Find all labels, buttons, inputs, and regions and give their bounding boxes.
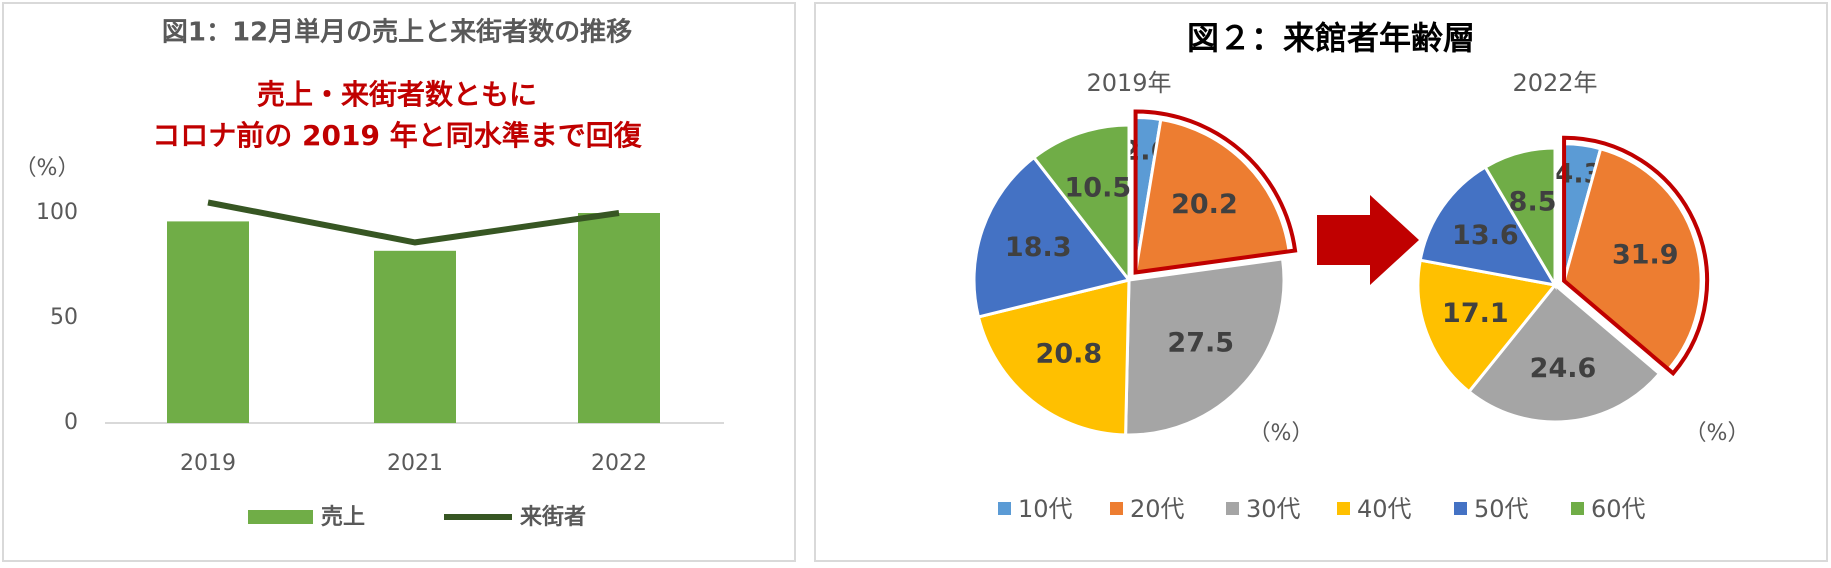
highlight [1562, 135, 1710, 377]
data-label: 27.5 [1167, 327, 1234, 358]
x-tick-label: 2019 [180, 451, 236, 476]
pie-slice [976, 278, 1131, 437]
pie-slice [1124, 257, 1286, 437]
annotation: 売上・来街者数ともに [257, 78, 537, 111]
chart-title: 図1：12月単月の売上と来街者数の推移 [162, 18, 632, 48]
pie-title: 2019年 [1086, 69, 1171, 97]
bar [167, 221, 249, 423]
legend-label: 10代 [1018, 495, 1073, 523]
x-tick-label: 2021 [387, 451, 443, 476]
y-tick-label: 100 [36, 200, 78, 225]
highlight [1133, 109, 1298, 275]
pie-slice [1466, 282, 1662, 424]
unit-label: （%） [1685, 421, 1750, 446]
legend-label: 50代 [1474, 495, 1529, 523]
chart-title: 図２：来館者年齢層 [1187, 19, 1475, 57]
pie-slice [1562, 146, 1703, 372]
data-label: 20.2 [1171, 189, 1238, 220]
y-axis-label: （%） [15, 156, 80, 181]
bar [374, 250, 456, 423]
legend-label: 60代 [1591, 495, 1646, 523]
data-label: 17.1 [1442, 298, 1509, 329]
legend-label: 売上 [321, 504, 365, 530]
legend-swatch [1454, 502, 1467, 515]
legend-swatch [998, 502, 1011, 515]
pie-slice [1416, 258, 1558, 394]
legend-swatch [248, 510, 313, 524]
legend-label: 40代 [1357, 495, 1412, 523]
line [207, 199, 620, 246]
y-tick-label: 50 [50, 305, 78, 330]
pie-title: 2022年 [1512, 69, 1597, 97]
data-label: 31.9 [1612, 239, 1679, 270]
data-label: 8.5 [1509, 187, 1557, 218]
pie-slice [972, 155, 1132, 319]
legend-label: 30代 [1246, 495, 1301, 523]
data-label: 13.6 [1452, 220, 1519, 251]
legend-label: 20代 [1130, 495, 1185, 523]
data-label: 18.3 [1005, 232, 1072, 263]
bar [578, 213, 660, 423]
x-tick-label: 2022 [591, 451, 647, 476]
pie-slice [1483, 146, 1557, 291]
unit-label: （%） [1249, 421, 1314, 446]
data-label: 24.6 [1530, 353, 1597, 384]
data-label: 10.5 [1065, 173, 1132, 204]
data-label: 20.8 [1036, 338, 1103, 369]
legend-swatch [1110, 502, 1123, 515]
legend-swatch [1337, 502, 1350, 515]
pie-slice [1133, 117, 1291, 275]
pie-slice [1031, 123, 1131, 285]
annotation: コロナ前の 2019 年と同水準まで回復 [152, 119, 642, 152]
legend-swatch [1571, 502, 1584, 515]
legend-label: 来街者 [519, 504, 586, 530]
y-tick-label: 0 [64, 410, 78, 435]
arrow [1317, 195, 1419, 285]
pie-slice [1418, 165, 1558, 288]
legend-swatch [1226, 502, 1239, 515]
